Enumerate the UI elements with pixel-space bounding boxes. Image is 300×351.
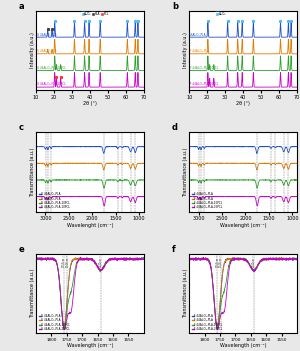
Legend: F 44Al₂O₃-PLA, F 44Al₂O₃-PLA, F 44Al₂O₃-PLA-10PCL, F 44Al₂O₃-PLA-25PCL: F 44Al₂O₃-PLA, F 44Al₂O₃-PLA, F 44Al₂O₃-… [190,313,224,332]
Y-axis label: Intensity (a.u.): Intensity (a.u.) [183,33,188,68]
Legend: G 44Al₂O₃-PLA, G 44Al₂O₃-PLA, G 44Al₂O₃-PLA-10PCL, G 44Al₂O₃-PLA-25PCL: G 44Al₂O₃-PLA, G 44Al₂O₃-PLA, G 44Al₂O₃-… [38,313,71,332]
Text: a: a [19,2,24,11]
Legend: F 44Al₂O₃-PLA, F 44Al₂O₃-PLA, F 44Al₂O₃-PLA-10PCL, F 44Al₂O₃-PLA-25PCL: F 44Al₂O₃-PLA, F 44Al₂O₃-PLA, F 44Al₂O₃-… [190,191,224,211]
Text: 1640cm⁻¹: 1640cm⁻¹ [252,254,256,267]
X-axis label: Wavelength (cm⁻¹): Wavelength (cm⁻¹) [220,343,266,348]
X-axis label: Wavelenght (cm⁻¹): Wavelenght (cm⁻¹) [220,223,266,227]
X-axis label: 2θ (°): 2θ (°) [236,101,250,106]
Text: F 44Al₂O₃-PLA-10PCL: F 44Al₂O₃-PLA-10PCL [190,66,218,70]
Legend: G 44Al₂O₃-PLA, G 44Al₂O₃-PLA, G 44Al₂O₃-PLA-10PCL, G 44Al₂O₃-PLA-10PCL: G 44Al₂O₃-PLA, G 44Al₂O₃-PLA, G 44Al₂O₃-… [38,191,71,211]
Text: d: d [172,124,178,132]
Text: c: c [19,124,24,132]
Text: G 44Al₂O₃-PLA-10PCL: G 44Al₂O₃-PLA-10PCL [37,66,66,70]
Text: 1759cm⁻¹: 1759cm⁻¹ [62,254,66,267]
X-axis label: 2θ (°): 2θ (°) [83,101,97,106]
Text: G 44Al₂O₃-PLA: G 44Al₂O₃-PLA [37,33,56,37]
Text: 1640cm⁻¹: 1640cm⁻¹ [99,254,103,267]
Y-axis label: Intensity (a.u.): Intensity (a.u.) [30,33,34,68]
Text: F 44Al₂O₃-PLA: F 44Al₂O₃-PLA [190,49,209,53]
Text: 1748cm⁻¹: 1748cm⁻¹ [219,254,223,267]
Text: 1748cm⁻¹: 1748cm⁻¹ [65,254,69,267]
Legend: Al₂O₃, PLA, PCL: Al₂O₃, PLA, PCL [81,11,110,17]
X-axis label: Wavelength (cm⁻¹): Wavelength (cm⁻¹) [67,343,113,348]
Y-axis label: Transmittance (a.u.): Transmittance (a.u.) [183,269,188,318]
Text: b: b [172,2,178,11]
X-axis label: Wavelenght (cm⁻¹): Wavelenght (cm⁻¹) [67,223,113,227]
Y-axis label: Transmittance (a.u.): Transmittance (a.u.) [30,269,34,318]
Text: e: e [19,245,25,254]
Legend: Al₂O₃: Al₂O₃ [215,11,228,17]
Y-axis label: Transmittance (a.u.): Transmittance (a.u.) [30,147,34,197]
Text: 46Al₂O₃-PLA: 46Al₂O₃-PLA [190,33,206,37]
Text: f: f [172,245,175,254]
Text: 1759cm⁻¹: 1759cm⁻¹ [215,254,219,267]
Text: F 44Al₂O₃-PLA-25PCL: F 44Al₂O₃-PLA-25PCL [190,82,218,86]
Y-axis label: Transmittance (a.u.): Transmittance (a.u.) [183,147,188,197]
Text: G 44Al₂O₃-PLA-25PCL: G 44Al₂O₃-PLA-25PCL [37,82,66,86]
Text: G 44Al₂O₃-PLA: G 44Al₂O₃-PLA [37,49,56,53]
